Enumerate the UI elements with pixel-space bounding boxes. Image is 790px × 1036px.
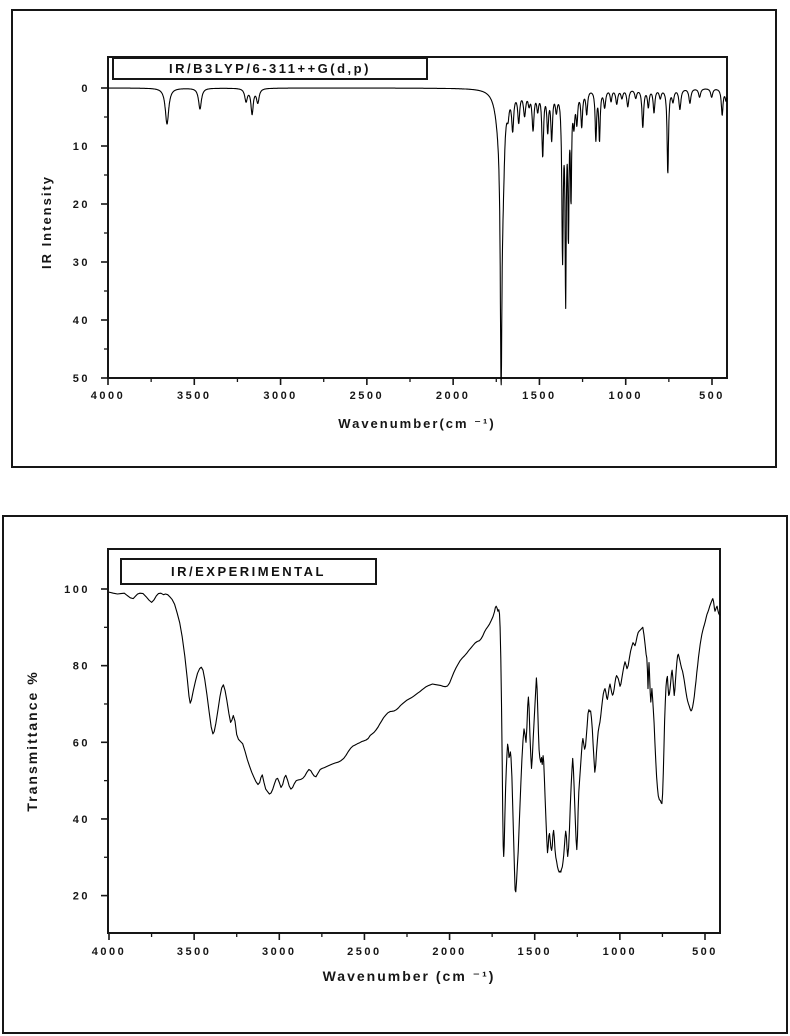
- experimental-chart-title-box: IR/EXPERIMENTAL: [120, 558, 377, 585]
- experimental-ir-spectrum-y-axis-title: Transmittance %: [24, 670, 40, 811]
- computed-ir-spectrum-x-tick-label: 500: [699, 390, 725, 402]
- computed-ir-spectrum-y-tick-label: 50: [73, 373, 90, 385]
- computed-ir-spectrum-x-tick-label: 3000: [263, 390, 297, 402]
- computed-chart-title-box: IR/B3LYP/6-311++G(d,p): [112, 57, 428, 80]
- computed-ir-spectrum-y-tick-label: 10: [73, 141, 90, 153]
- experimental-ir-spectrum-y-tick-label: 100: [64, 584, 90, 596]
- computed-ir-spectrum-y-tick-label: 30: [73, 257, 90, 269]
- panel-computed-spectrum: [11, 9, 777, 468]
- computed-ir-spectrum-y-tick-label: 40: [73, 315, 90, 327]
- experimental-ir-spectrum-x-tick-label: 4000: [92, 946, 126, 958]
- computed-ir-spectrum-y-axis-title: IR Intensity: [39, 175, 54, 269]
- computed-ir-spectrum-x-axis-title: Wavenumber(cm ⁻¹): [338, 416, 495, 431]
- computed-ir-spectrum-y-tick-label: 0: [81, 83, 90, 95]
- computed-ir-spectrum-x-tick-label: 3500: [177, 390, 211, 402]
- computed-ir-spectrum-x-tick-label: 2000: [436, 390, 470, 402]
- experimental-ir-spectrum-y-tick-label: 20: [73, 891, 90, 903]
- experimental-ir-spectrum-x-axis-title: Wavenumber (cm ⁻¹): [323, 968, 496, 984]
- experimental-ir-spectrum-x-tick-label: 500: [692, 946, 718, 958]
- experimental-ir-spectrum-x-tick-label: 2000: [432, 946, 466, 958]
- experimental-ir-spectrum-x-tick-label: 3500: [177, 946, 211, 958]
- experimental-ir-spectrum-y-tick-label: 60: [73, 737, 90, 749]
- experimental-chart-title: IR/EXPERIMENTAL: [171, 564, 326, 579]
- computed-ir-spectrum-curve: [107, 87, 728, 386]
- computed-ir-spectrum-x-tick-label: 1500: [522, 390, 556, 402]
- experimental-ir-spectrum-curve: [108, 591, 721, 893]
- experimental-ir-spectrum-y-tick-label: 80: [73, 661, 90, 673]
- computed-ir-spectrum-y-tick-label: 20: [73, 199, 90, 211]
- computed-ir-spectrum-x-tick-label: 4000: [91, 390, 125, 402]
- experimental-ir-spectrum-x-tick-label: 2500: [347, 946, 381, 958]
- experimental-ir-spectrum-y-tick-label: 40: [73, 814, 90, 826]
- experimental-ir-spectrum-x-tick-label: 1500: [517, 946, 551, 958]
- experimental-ir-spectrum-plot-frame: [107, 548, 721, 934]
- computed-ir-spectrum-x-tick-label: 2500: [350, 390, 384, 402]
- computed-chart-title: IR/B3LYP/6-311++G(d,p): [169, 61, 371, 76]
- experimental-ir-spectrum-x-tick-label: 1000: [603, 946, 637, 958]
- experimental-ir-spectrum-x-tick-label: 3000: [262, 946, 296, 958]
- computed-ir-spectrum-x-tick-label: 1000: [608, 390, 642, 402]
